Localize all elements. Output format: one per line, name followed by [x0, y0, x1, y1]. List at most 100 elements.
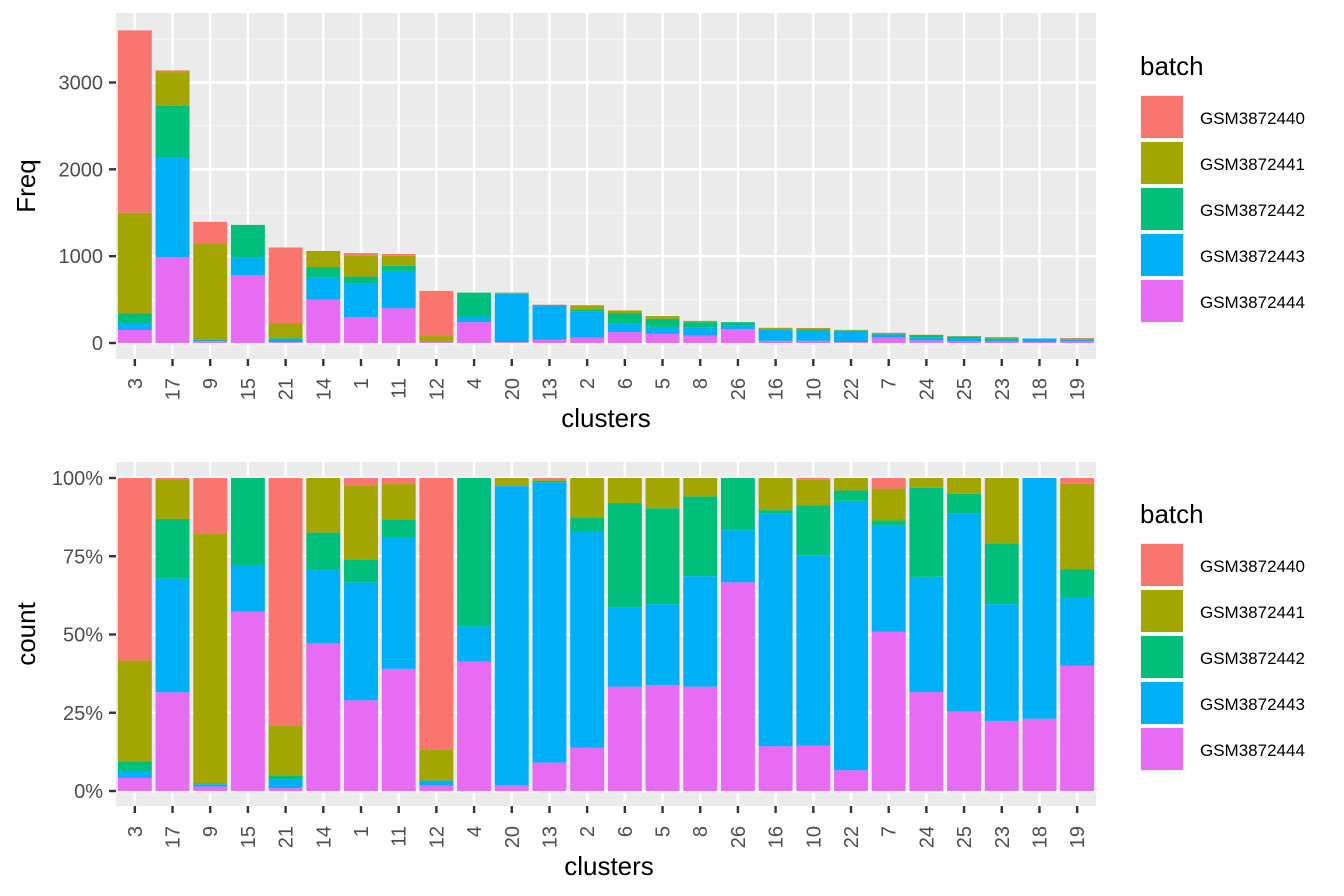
proportion-x-axis: 3 17 9 15 21 14 1 11 12 4 20 13 2 6 5 8 26 16 10 22 7 24 25 23 1… — [125, 806, 1089, 848]
proportion-bar-segment-3-GSM3872444 — [117, 777, 152, 791]
freq-x-tick-label: 4 — [464, 378, 486, 389]
freq-bar-segment-6-GSM3872442 — [607, 313, 642, 324]
proportion-bar-segment-4-GSM3872442 — [457, 478, 492, 627]
freq-legend-label: GSM3872444 — [1200, 293, 1305, 312]
freq-bar-segment-11-GSM3872440 — [381, 253, 416, 256]
proportion-bar-segment-5-GSM3872441 — [645, 478, 680, 509]
proportion-bar-segment-24-GSM3872442 — [909, 487, 944, 577]
freq-bar-segment-4-GSM3872444 — [457, 322, 492, 343]
proportion-bar-segment-10-GSM3872444 — [796, 745, 831, 791]
freq-legend-label: GSM3872443 — [1200, 247, 1305, 266]
freq-x-tick-label: 24 — [916, 378, 938, 400]
freq-bar-segment-20-GSM3872443 — [494, 293, 529, 343]
proportion-bar-segment-5-GSM3872442 — [645, 508, 680, 605]
freq-bars — [117, 30, 1095, 343]
proportion-bars — [117, 478, 1095, 791]
proportion-legend-label: GSM3872444 — [1200, 741, 1305, 760]
freq-bar-segment-15-GSM3872444 — [230, 275, 265, 343]
freq-bar-segment-4-GSM3872443 — [457, 316, 492, 323]
proportion-x-tick-label: 19 — [1067, 826, 1089, 848]
proportion-bar-segment-6-GSM3872443 — [607, 607, 642, 687]
proportion-bar-segment-7-GSM3872443 — [871, 525, 906, 632]
freq-x-axis-title: clusters — [561, 403, 651, 433]
freq-legend-swatch — [1141, 280, 1183, 322]
proportion-legend-label: GSM3872442 — [1200, 649, 1305, 668]
freq-bar-segment-3-GSM3872440 — [117, 30, 152, 213]
proportion-x-tick-label: 18 — [1029, 826, 1051, 848]
proportion-bar-segment-12-GSM3872440 — [419, 478, 454, 750]
freq-bar-segment-17-GSM3872440 — [155, 70, 190, 73]
freq-bar-segment-10-GSM3872440 — [796, 327, 831, 329]
freq-bar-segment-2-GSM3872443 — [570, 311, 605, 338]
freq-x-tick-label: 7 — [879, 378, 901, 389]
proportion-bar-segment-24-GSM3872441 — [909, 478, 944, 488]
proportion-bar-segment-8-GSM3872443 — [683, 576, 718, 687]
proportion-bar-segment-22-GSM3872442 — [834, 490, 868, 501]
freq-bar-segment-3-GSM3872443 — [117, 323, 152, 330]
freq-x-tick-label: 5 — [653, 378, 675, 389]
proportion-bar-segment-10-GSM3872443 — [796, 555, 831, 746]
proportion-bar-segment-21-GSM3872440 — [268, 478, 303, 726]
freq-bar-segment-11-GSM3872444 — [381, 308, 416, 343]
freq-bar-segment-24-GSM3872442 — [909, 335, 944, 338]
proportion-x-tick-label: 20 — [502, 826, 524, 848]
freq-bar-segment-5-GSM3872443 — [645, 326, 680, 334]
freq-bar-segment-11-GSM3872442 — [381, 265, 416, 271]
proportion-bar-segment-21-GSM3872443 — [268, 779, 303, 789]
proportion-bar-segment-7-GSM3872444 — [871, 631, 906, 791]
proportion-bar-segment-22-GSM3872441 — [834, 478, 868, 491]
freq-bar-segment-9-GSM3872440 — [193, 221, 228, 244]
freq-bar-segment-2-GSM3872442 — [570, 310, 605, 312]
proportion-bar-segment-16-GSM3872443 — [758, 513, 793, 747]
freq-bar-segment-24-GSM3872443 — [909, 337, 944, 341]
freq-x-tick-label: 3 — [125, 378, 147, 389]
proportion-x-tick-label: 23 — [992, 826, 1014, 848]
proportion-bar-segment-25-GSM3872443 — [947, 513, 982, 712]
freq-bar-segment-6-GSM3872443 — [607, 323, 642, 333]
freq-legend-swatch — [1141, 96, 1183, 138]
freq-bar-segment-14-GSM3872442 — [306, 267, 341, 278]
proportion-bar-segment-11-GSM3872441 — [381, 484, 416, 520]
proportion-x-tick-label: 3 — [125, 826, 147, 837]
proportion-bar-segment-19-GSM3872444 — [1060, 665, 1095, 791]
proportion-bar-segment-15-GSM3872442 — [230, 478, 265, 566]
freq-bar-segment-23-GSM3872442 — [984, 338, 1019, 340]
proportion-x-tick-label: 15 — [238, 826, 260, 848]
freq-x-tick-label: 6 — [615, 378, 637, 389]
freq-bar-segment-17-GSM3872443 — [155, 158, 190, 258]
freq-bar-segment-6-GSM3872441 — [607, 310, 642, 314]
proportion-bar-segment-9-GSM3872444 — [193, 786, 228, 791]
proportion-bar-segment-9-GSM3872440 — [193, 478, 228, 535]
freq-y-tick-label: 2000 — [59, 159, 104, 181]
freq-legend-swatch — [1141, 142, 1183, 184]
proportion-bar-segment-11-GSM3872440 — [381, 478, 416, 485]
proportion-bar-segment-25-GSM3872442 — [947, 493, 982, 514]
freq-bar-segment-1-GSM3872440 — [344, 253, 378, 256]
freq-bar-segment-14-GSM3872443 — [306, 277, 341, 300]
proportion-bar-segment-15-GSM3872443 — [230, 565, 265, 612]
proportion-bar-segment-20-GSM3872443 — [494, 486, 529, 786]
freq-x-tick-label: 26 — [728, 378, 750, 400]
freq-bar-segment-26-GSM3872442 — [720, 322, 755, 326]
freq-y-tick-label: 3000 — [59, 73, 104, 95]
proportion-x-tick-label: 16 — [766, 826, 788, 848]
freq-bar-segment-15-GSM3872442 — [230, 224, 265, 258]
freq-y-axis: 0 1000 2000 3000 — [59, 73, 116, 355]
freq-bar-segment-18-GSM3872444 — [1022, 341, 1057, 343]
proportion-x-tick-label: 2 — [577, 826, 599, 837]
proportion-bar-segment-1-GSM3872440 — [344, 478, 378, 486]
freq-x-tick-label: 11 — [389, 378, 411, 399]
proportion-bar-segment-15-GSM3872444 — [230, 611, 265, 791]
freq-x-tick-label: 14 — [313, 378, 335, 400]
proportion-bar-segment-14-GSM3872444 — [306, 643, 341, 791]
freq-x-tick-label: 8 — [690, 378, 712, 389]
proportion-bar-segment-6-GSM3872441 — [607, 478, 642, 504]
freq-bar-segment-8-GSM3872443 — [683, 327, 718, 336]
freq-bar-segment-11-GSM3872443 — [381, 270, 416, 309]
proportion-bar-segment-19-GSM3872440 — [1060, 478, 1095, 484]
freq-bar-segment-3-GSM3872442 — [117, 313, 152, 324]
proportion-bar-segment-16-GSM3872444 — [758, 746, 793, 791]
freq-bar-segment-11-GSM3872441 — [381, 255, 416, 266]
proportion-x-tick-label: 5 — [653, 826, 675, 837]
proportion-bar-segment-12-GSM3872443 — [419, 780, 454, 786]
